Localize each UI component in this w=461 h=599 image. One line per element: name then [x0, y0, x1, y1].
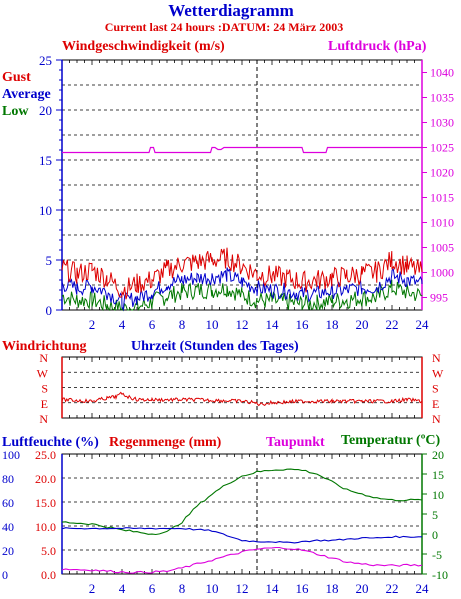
humidity-tick-label: 100	[2, 448, 20, 462]
rain-tick-label: 25.0	[35, 448, 56, 462]
pressure-ylabel: Luftdruck (hPa)	[328, 39, 427, 54]
legend-low: Low	[2, 104, 29, 119]
temperature-tick-label: 5	[432, 508, 438, 522]
humidity-tick-label: 40	[2, 520, 14, 534]
direction-y2-tick-label: N	[432, 412, 441, 426]
pressure-tick-label: 995	[430, 291, 448, 305]
wind-x-tick-label: 8	[179, 317, 186, 332]
humidity-x-tick-label: 22	[386, 581, 399, 596]
humidity-x-tick-label: 24	[416, 581, 430, 596]
pressure-tick-label: 1010	[430, 216, 454, 230]
humidity-label: Luftfeuchte (%)	[2, 435, 99, 450]
time-xlabel: Uhrzeit (Stunden des Tages)	[131, 339, 299, 354]
wind-x-tick-label: 20	[356, 317, 369, 332]
rain-tick-label: 20.0	[35, 472, 56, 486]
wind-x-tick-label: 2	[89, 317, 96, 332]
chart-title: Wetterdiagramm	[168, 1, 294, 20]
wind-x-tick-label: 10	[206, 317, 219, 332]
rain-tick-label: 5.0	[41, 544, 56, 558]
pressure-tick-label: 1030	[430, 116, 454, 130]
wind-x-tick-label: 12	[236, 317, 249, 332]
pressure-tick-label: 1035	[430, 91, 454, 105]
humidity-plot-frame	[61, 453, 423, 575]
temperature-tick-label: -10	[432, 568, 448, 582]
humidity-x-tick-label: 16	[296, 581, 310, 596]
humidity-tick-label: 80	[2, 472, 14, 486]
direction-y-tick-label: N	[39, 412, 48, 426]
wind-x-tick-label: 16	[296, 317, 310, 332]
pressure-tick-label: 1040	[430, 66, 454, 80]
wind-y-tick-label: 15	[39, 153, 52, 168]
humidity-x-tick-label: 18	[326, 581, 339, 596]
humidity-series-line	[61, 527, 422, 544]
gust-series-line	[61, 247, 423, 300]
direction-y2-tick-label: W	[432, 366, 444, 380]
average-series-line	[61, 267, 423, 312]
direction-y2-tick-label: E	[432, 397, 439, 411]
pressure-tick-label: 1000	[430, 266, 454, 280]
humidity-x-tick-label: 10	[206, 581, 219, 596]
pressure-tick-label: 1005	[430, 241, 454, 255]
direction-y2-tick-label: S	[432, 382, 439, 396]
temperature-tick-label: 20	[432, 448, 444, 462]
direction-series-line	[61, 391, 423, 407]
chart-subtitle: Current last 24 hours :DATUM: 24 März 20…	[105, 20, 344, 34]
pressure-tick-label: 1020	[430, 166, 454, 180]
temperature-tick-label: 15	[432, 468, 444, 482]
humidity-tick-label: 60	[2, 496, 14, 510]
temperature-tick-label: 0	[432, 528, 438, 542]
humidity-x-tick-label: 12	[236, 581, 249, 596]
humidity-x-tick-label: 14	[266, 581, 280, 596]
temperature-tick-label: 10	[432, 488, 444, 502]
humidity-x-tick-label: 20	[356, 581, 369, 596]
wind-x-tick-label: 18	[326, 317, 339, 332]
wind-x-tick-label: 14	[266, 317, 280, 332]
legend-gust: Gust	[2, 70, 31, 85]
humidity-x-tick-label: 2	[89, 581, 96, 596]
legend-average: Average	[2, 87, 51, 102]
wind-y-tick-label: 0	[46, 303, 53, 318]
humidity-x-tick-label: 4	[119, 581, 126, 596]
pressure-series-line	[62, 146, 422, 154]
wind-y-tick-label: 20	[39, 103, 52, 118]
wind-x-tick-label: 4	[119, 317, 126, 332]
wind-x-tick-label: 22	[386, 317, 399, 332]
pressure-tick-label: 1015	[430, 191, 454, 205]
direction-y2-tick-label: N	[432, 351, 441, 365]
wind-y-tick-label: 10	[39, 203, 52, 218]
humidity-tick-label: 20	[2, 544, 14, 558]
rain-tick-label: 0.0	[41, 568, 56, 582]
rain-tick-label: 15.0	[35, 496, 56, 510]
pressure-tick-label: 1025	[430, 141, 454, 155]
humidity-x-tick-label: 6	[149, 581, 156, 596]
direction-y-tick-label: E	[41, 397, 48, 411]
direction-y-tick-label: N	[39, 351, 48, 365]
direction-ylabel: Windrichtung	[2, 339, 87, 354]
direction-y-tick-label: W	[37, 366, 49, 380]
wind-y-tick-label: 5	[46, 253, 53, 268]
dewpoint-label: Taupunkt	[266, 435, 325, 450]
wind-y-tick-label: 25	[39, 53, 52, 68]
direction-y-tick-label: S	[41, 382, 48, 396]
rain-tick-label: 10.0	[35, 520, 56, 534]
humidity-x-tick-label: 8	[179, 581, 186, 596]
humidity-tick-label: 0	[2, 568, 8, 582]
temperature-label: Temperatur (ºC)	[341, 433, 440, 448]
rain-label: Regenmenge (mm)	[109, 435, 222, 450]
temperature-series-line	[61, 468, 423, 536]
dewpoint-series-line	[61, 546, 423, 574]
wind-x-tick-label: 24	[416, 317, 430, 332]
wind-x-tick-label: 6	[149, 317, 156, 332]
temperature-tick-label: -5	[432, 548, 442, 562]
wind-ylabel: Windgeschwindigkeit (m/s)	[62, 39, 225, 54]
